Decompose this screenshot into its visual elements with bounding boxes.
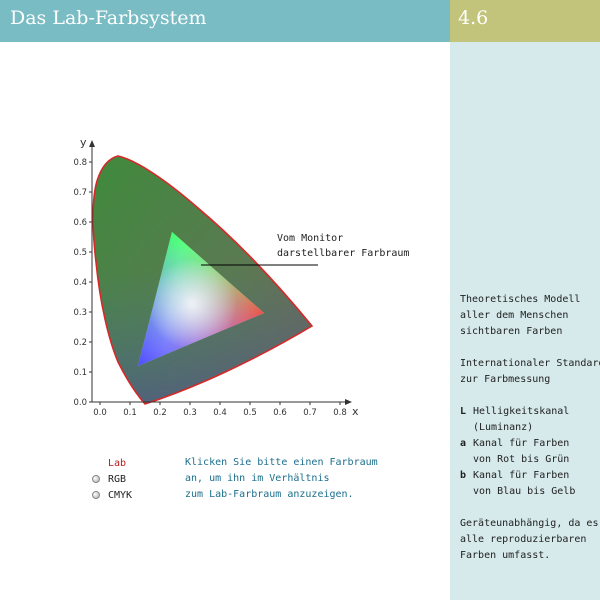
y-axis-label: y <box>80 136 87 149</box>
definition-key: a <box>460 438 467 449</box>
device-line: Farben umfasst. <box>460 550 551 561</box>
radio-button[interactable] <box>92 475 100 483</box>
x-tick-label: 0.6 <box>273 408 287 418</box>
option-label[interactable]: Lab <box>108 457 127 469</box>
option-label[interactable]: RGB <box>108 473 127 485</box>
definition-text: Helligkeitskanal <box>473 406 570 417</box>
channel-definitions: L Helligkeitskanal (Luminanz) a Kanal fü… <box>460 404 575 500</box>
definition-key: L <box>460 406 467 417</box>
monitor-gamut-triangle <box>138 232 264 366</box>
x-axis-ticks: 0.0 0.1 0.2 0.3 0.4 0.5 0.6 0.7 0.8 <box>93 402 347 418</box>
y-axis-ticks: 0.0 0.1 0.2 0.3 0.4 0.5 0.6 0.7 0.8 <box>73 158 92 408</box>
y-tick-label: 0.3 <box>73 308 87 318</box>
definition-a: a Kanal für Farben <box>460 436 575 452</box>
instruction-line: Klicken Sie bitte einen Farbraum <box>185 457 378 468</box>
model-line: sichtbaren Farben <box>460 326 563 337</box>
y-tick-label: 0.2 <box>73 338 87 348</box>
option-label[interactable]: CMYK <box>108 489 133 501</box>
y-tick-label: 0.1 <box>73 368 87 378</box>
device-line: alle reproduzierbaren <box>460 534 587 545</box>
option-lab[interactable]: Lab <box>92 455 132 471</box>
x-tick-label: 0.8 <box>333 408 347 418</box>
color-space-selector: Lab RGB CMYK <box>92 455 132 503</box>
definition-key: b <box>460 470 467 481</box>
definition-text: von Blau bis Gelb <box>473 486 576 497</box>
y-tick-label: 0.4 <box>73 278 87 288</box>
page-number: 4.6 <box>458 7 489 29</box>
definition-text: Kanal für Farben <box>473 470 570 481</box>
y-tick-label: 0.8 <box>73 158 87 168</box>
instruction-line: an, um ihn im Verhältnis <box>185 473 330 484</box>
instruction-text: Klicken Sie bitte einen Farbraum an, um … <box>185 455 378 503</box>
device-line: Geräteunabhängig, da es <box>460 518 599 529</box>
page-title: Das Lab-Farbsystem <box>10 7 207 29</box>
x-tick-label: 0.0 <box>93 408 107 418</box>
monitor-gamut-annotation: Vom Monitor darstellbarer Farbraum <box>277 231 409 261</box>
radio-button[interactable] <box>92 491 100 499</box>
definition-b: b Kanal für Farben <box>460 468 575 484</box>
x-tick-label: 0.5 <box>243 408 257 418</box>
standard-description: Internationaler Standard zur Farbmessung <box>460 356 600 388</box>
model-description: Theoretisches Modell aller dem Menschen … <box>460 292 580 340</box>
definition-l: L Helligkeitskanal <box>460 404 575 420</box>
info-sidebar: Theoretisches Modell aller dem Menschen … <box>450 42 600 600</box>
standard-line: zur Farbmessung <box>460 374 551 385</box>
y-tick-label: 0.0 <box>73 398 87 408</box>
chromaticity-diagram: 0.0 0.1 0.2 0.3 0.4 0.5 0.6 0.7 0.8 0.0 0.1 0.2 0.3… <box>73 136 359 418</box>
instruction-line: zum Lab-Farbraum anzuzeigen. <box>185 489 354 500</box>
title-bar: Das Lab-Farbsystem <box>0 0 450 42</box>
x-axis-label: x <box>352 405 359 418</box>
x-tick-label: 0.7 <box>303 408 317 418</box>
y-tick-label: 0.5 <box>73 248 87 258</box>
y-tick-label: 0.6 <box>73 218 87 228</box>
annotation-line: darstellbarer Farbraum <box>277 248 410 259</box>
y-tick-label: 0.7 <box>73 188 87 198</box>
x-tick-label: 0.3 <box>183 408 197 418</box>
option-rgb[interactable]: RGB <box>92 471 132 487</box>
definition-text: (Luminanz) <box>473 422 534 433</box>
definition-text: Kanal für Farben <box>473 438 570 449</box>
option-cmyk[interactable]: CMYK <box>92 487 132 503</box>
standard-line: Internationaler Standard <box>460 358 600 369</box>
definition-text: von Rot bis Grün <box>473 454 570 465</box>
annotation-line: Vom Monitor <box>277 233 344 244</box>
model-line: Theoretisches Modell <box>460 294 581 305</box>
page-number-bar: 4.6 <box>450 0 600 42</box>
visible-gamut-outline <box>92 155 314 405</box>
model-line: aller dem Menschen <box>460 310 569 321</box>
x-tick-label: 0.1 <box>123 408 137 418</box>
x-tick-label: 0.4 <box>213 408 227 418</box>
device-independence-note: Geräteunabhängig, da es alle reproduzier… <box>460 516 598 564</box>
x-tick-label: 0.2 <box>153 408 167 418</box>
